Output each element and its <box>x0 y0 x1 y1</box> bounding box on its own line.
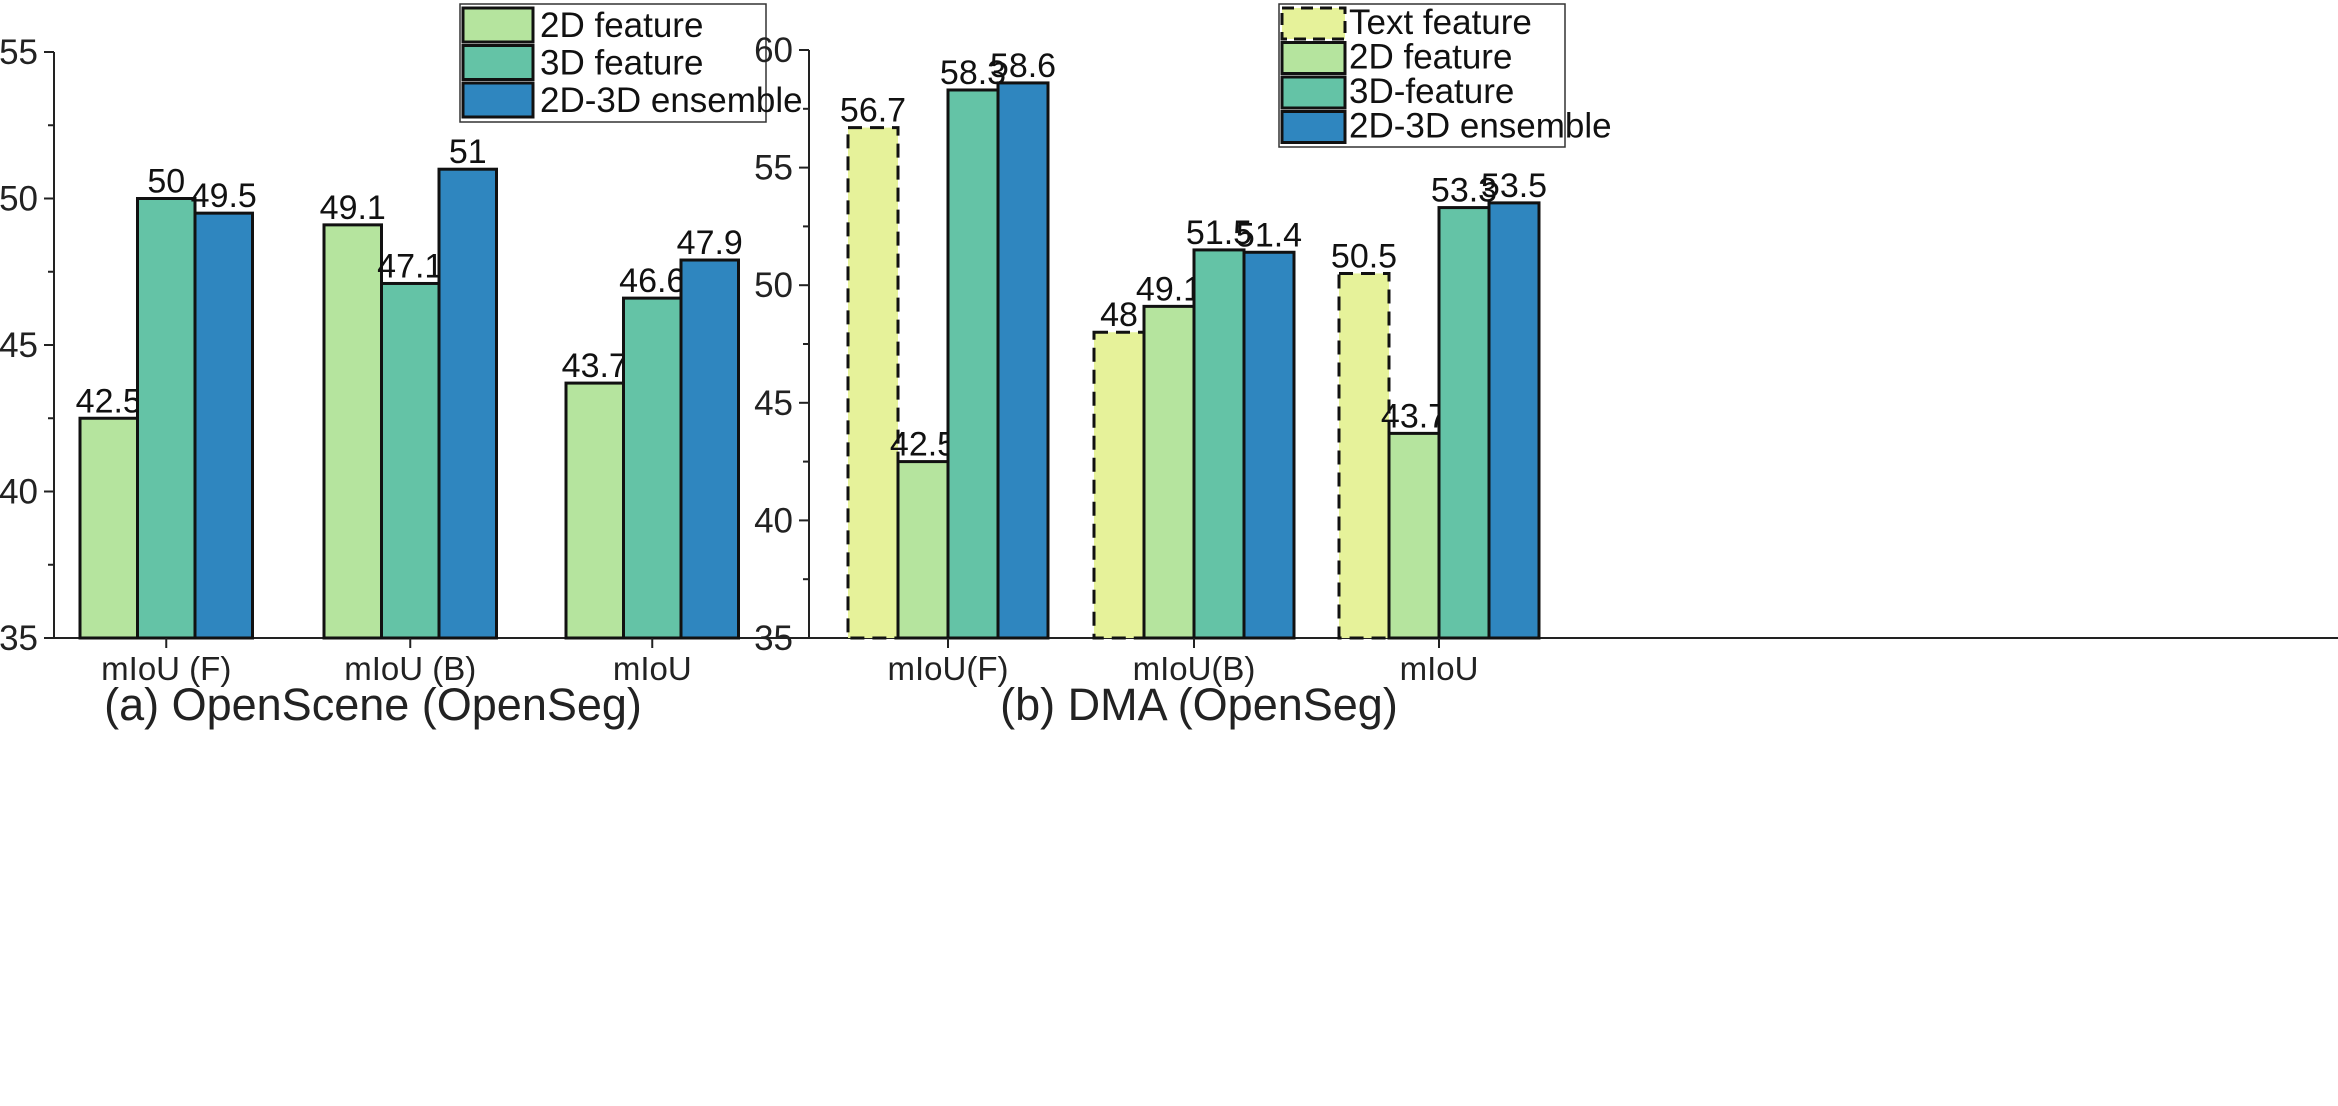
chart-dma: 35 40 45 50 55 60 56.7 42.5 58.358.6 mIoU(F) 4849.… <box>754 3 2338 730</box>
y-tick-label: 55 <box>0 33 38 72</box>
bar-2d-3d-ensemble-miou-f <box>193 211 254 640</box>
bar-3d-feature-miou <box>622 296 683 640</box>
data-label: 46.6 <box>619 262 685 300</box>
y-tick-label: 40 <box>754 501 793 540</box>
legend-swatch-text-feature <box>1280 6 1347 41</box>
bar-3d-feature-miou-f <box>136 197 197 640</box>
legend-label: 2D-3D ensemble <box>540 81 803 120</box>
bar-2d-3d-ensemble-miou-b <box>1242 250 1296 640</box>
legend-swatch-2d-3d-ensemble <box>1280 110 1347 144</box>
y-tick-label: 35 <box>754 619 793 658</box>
legend-swatch-2d-feature <box>1280 41 1347 75</box>
legend-label: 3D feature <box>540 44 703 83</box>
bar-2d-feature-miou-f <box>896 460 950 640</box>
bar-2d-feature-miou-f <box>78 416 139 640</box>
bar-2d-3d-ensemble-miou <box>679 258 740 640</box>
data-label: 53.5 <box>1481 167 1547 205</box>
data-label: 56.7 <box>840 92 906 130</box>
bar-3d-feature-miou-f <box>946 88 1000 640</box>
legend-label: Text feature <box>1349 3 1532 42</box>
bar-3d-feature-miou-b <box>380 281 441 640</box>
x-tick-label: mIoU(F) <box>888 650 1009 687</box>
bar-2d-3d-ensemble-miou <box>1487 201 1541 640</box>
legend-swatch-2d-feature <box>461 6 535 44</box>
legend-label: 3D-feature <box>1349 72 1514 111</box>
legend-label: 2D feature <box>540 6 703 45</box>
y-tick-label: 45 <box>0 326 38 365</box>
data-label: 47.9 <box>677 224 743 262</box>
x-tick-label: mIoU <box>1400 650 1479 687</box>
bar-text-feature-miou <box>1337 271 1391 640</box>
bar-2d-3d-ensemble-miou-f <box>996 81 1050 640</box>
data-label: 43.7 <box>1381 397 1447 435</box>
data-label: 47.1 <box>377 247 443 285</box>
bar-2d-feature-miou <box>1387 431 1441 640</box>
bar-2d-feature-miou-b <box>1142 304 1196 640</box>
data-label: 51.5 <box>1186 214 1252 252</box>
data-label: 42.5 <box>76 382 142 420</box>
legend-swatch-3d-feature <box>1280 75 1347 110</box>
bar-2d-3d-ensemble-miou-b <box>437 167 498 640</box>
x-tick-label: mIoU (B) <box>344 650 476 687</box>
y-tick-label: 40 <box>0 473 38 512</box>
chart-caption-dma: (b) DMA (OpenSeg) <box>1000 679 1398 730</box>
bar-2d-feature-miou <box>564 381 625 640</box>
bar-3d-feature-miou-b <box>1192 248 1246 640</box>
y-tick-label: 60 <box>754 31 793 70</box>
legend-swatch-3d-feature <box>461 44 535 81</box>
y-tick-label: 45 <box>754 384 793 423</box>
data-label: 48 <box>1100 296 1138 334</box>
legend-label: 2D-3D ensemble <box>1349 107 1612 146</box>
data-label: 58.3 <box>940 54 1006 92</box>
data-label: 50.5 <box>1331 237 1397 275</box>
data-label: 43.7 <box>562 347 628 385</box>
y-tick-label: 50 <box>0 180 38 219</box>
bar-3d-feature-miou <box>1437 206 1491 640</box>
legend-label: 2D feature <box>1349 38 1512 77</box>
data-label: 51.4 <box>1236 216 1302 254</box>
bar-text-feature-miou-f <box>846 126 900 640</box>
data-label: 42.5 <box>890 426 956 464</box>
bar-text-feature-miou-b <box>1092 330 1146 640</box>
data-label: 51 <box>449 133 487 171</box>
data-label: 49.1 <box>1136 270 1202 308</box>
data-label: 53.3 <box>1431 172 1497 210</box>
chart-caption-openscene: (a) OpenScene (OpenSeg) <box>104 679 642 730</box>
data-label: 58.6 <box>990 47 1056 85</box>
legend-swatch-2d-3d-ensemble <box>461 81 535 119</box>
bar-2d-feature-miou-b <box>322 223 383 640</box>
x-tick-label: mIoU (F) <box>101 650 231 687</box>
y-tick-label: 50 <box>754 266 793 305</box>
y-tick-label: 55 <box>754 149 793 188</box>
y-tick-label: 35 <box>0 619 38 658</box>
data-label: 50 <box>147 163 185 201</box>
data-label: 49.1 <box>320 189 386 227</box>
x-tick-label: mIoU(B) <box>1133 650 1256 687</box>
data-label: 49.5 <box>191 177 257 215</box>
x-tick-label: mIoU <box>613 650 692 687</box>
